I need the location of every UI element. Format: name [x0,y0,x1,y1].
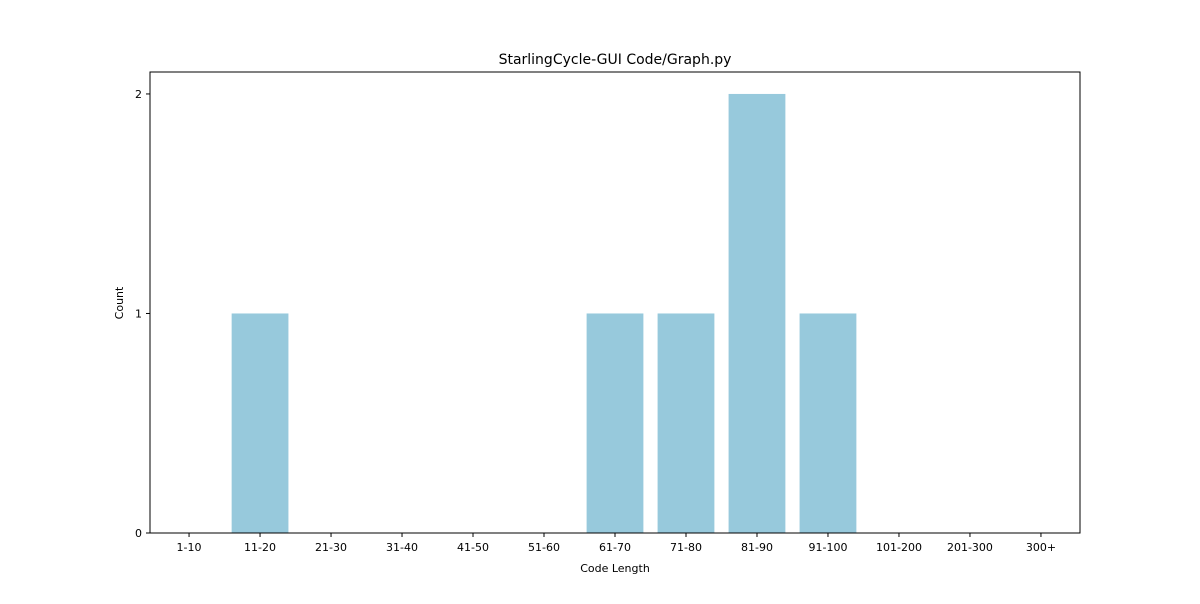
plot-frame [149,71,1081,534]
bar-81-90 [728,93,786,533]
x-tick-label: 300+ [1026,541,1056,554]
x-tick-label: 31-40 [386,541,418,554]
y-axis-title: Count [113,286,126,319]
bar-61-70 [586,313,644,533]
x-tick-label: 41-50 [457,541,489,554]
x-tick-label: 21-30 [315,541,347,554]
x-tick-label: 201-300 [947,541,993,554]
x-tick-label: 91-100 [808,541,847,554]
bar-71-80 [657,313,715,533]
y-tick-label: 2 [135,88,142,101]
x-axis-title: Code Length [580,562,650,575]
x-tick-label: 51-60 [528,541,560,554]
x-tick-label: 61-70 [599,541,631,554]
x-tick-label: 11-20 [244,541,276,554]
x-tick-label: 81-90 [741,541,773,554]
y-axis-ticks: 0 1 2 [135,88,150,540]
y-tick-label: 0 [135,527,142,540]
bar-11-20 [231,313,289,533]
x-tick-label: 71-80 [670,541,702,554]
bar-91-100 [799,313,857,533]
bars [231,93,857,533]
x-axis-ticks: 1-10 11-20 21-30 31-40 41-50 51-60 61-70 71-80 8… [177,533,1056,554]
x-tick-label: 1-10 [177,541,202,554]
y-tick-label: 1 [135,307,142,320]
x-tick-label: 101-200 [876,541,922,554]
chart-title: StarlingCycle-GUI Code/Graph.py [499,52,732,68]
